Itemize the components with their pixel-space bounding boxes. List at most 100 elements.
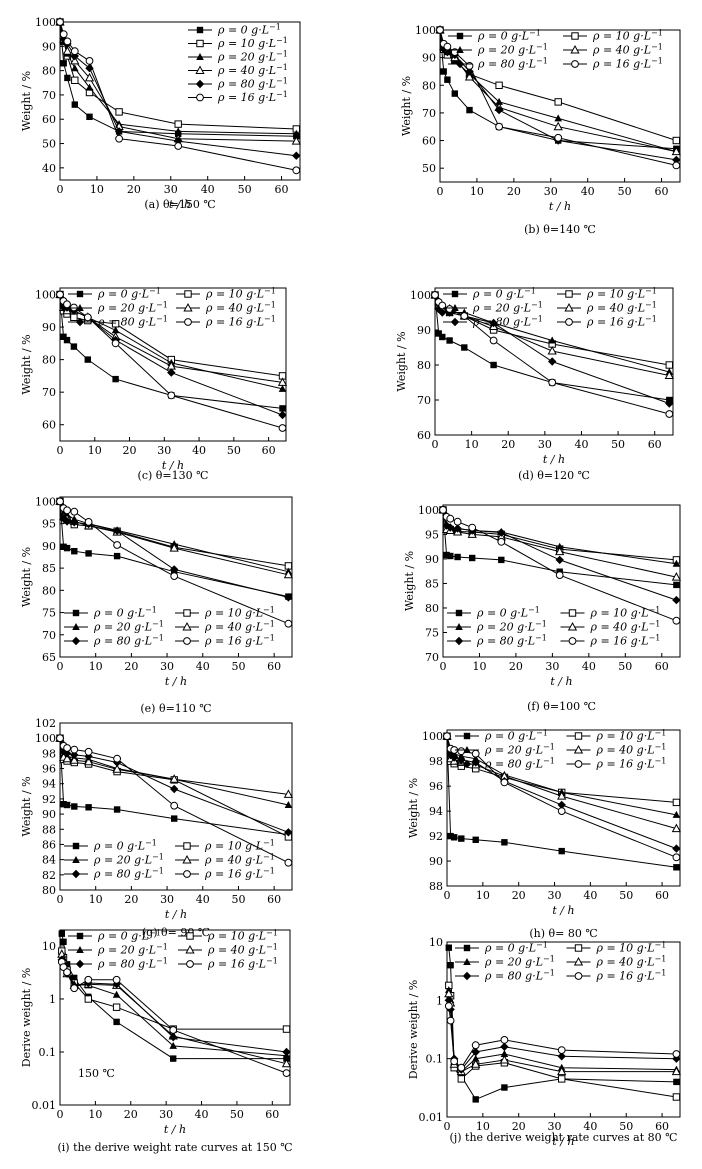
data-point [60,938,67,945]
x-tick-label: 50 [618,660,632,673]
legend-label: ρ = 0 g·L−1 [97,287,161,301]
data-point [278,410,287,420]
y-tick-label: 96 [42,763,56,776]
y-tick-label: 84 [42,854,56,867]
series-5 [436,26,681,170]
legend-label: ρ = 40 g·L−1 [204,620,275,634]
legend-marker [456,32,464,40]
legend-marker [574,944,583,952]
x-tick-label: 20 [512,889,526,902]
legend-item: ρ = 16 g·L−1 [175,867,275,881]
legend-item: ρ = 10 g·L−1 [560,606,660,620]
legend-marker [71,869,81,879]
legend-label: ρ = 0 g·L−1 [93,839,157,853]
data-point [548,357,557,366]
data-point [558,1075,566,1083]
series-0 [443,733,680,871]
data-point [490,361,497,369]
legend-item: ρ = 10 g·L−1 [175,839,275,853]
data-point [469,554,476,562]
x-tick-label: 50 [618,185,632,198]
legend-item: ρ = 80 g·L−1 [188,77,288,91]
legend-marker [565,318,573,326]
legend-label: ρ = 20 g·L−1 [97,943,168,957]
legend-marker [196,93,204,102]
data-point [472,1096,479,1103]
data-point [170,1055,177,1062]
y-tick-label: 98 [42,747,56,760]
y-tick-label: 95 [42,518,56,531]
data-point [174,142,183,150]
legend-item: ρ = 0 g·L−1 [68,929,161,943]
data-point [113,1018,120,1026]
legend-label: ρ = 40 g·L−1 [596,955,667,969]
data-point [554,98,562,106]
data-point [466,106,473,114]
legend-item: ρ = 16 g·L−1 [557,315,657,329]
y-tick-label: 90 [42,540,56,553]
y-tick-label: 90 [42,321,56,334]
legend-label: ρ = 40 g·L−1 [204,853,275,867]
data-point [673,1078,680,1086]
legend-item: ρ = 0 g·L−1 [188,23,281,37]
legend-label: ρ = 40 g·L−1 [207,943,278,957]
y-tick-label: 1 [49,993,56,1006]
y-tick-label: 96 [429,780,443,793]
legend-item: ρ = 16 g·L−1 [566,969,667,983]
x-axis-label: t / h [543,453,565,466]
legend-marker [568,609,577,617]
data-point [56,734,64,743]
x-axis-label: t / h [169,198,191,211]
data-point [472,836,479,843]
data-point [547,346,557,355]
legend-label: ρ = 20 g·L−1 [472,301,543,315]
legend-item: ρ = 40 g·L−1 [560,620,660,634]
y-tick-label: 90 [429,855,443,868]
data-point [63,968,71,977]
x-tick-label: 10 [472,660,486,673]
legend: ρ = 0 g·L−1 ρ = 10 g·L−1 ρ = 20 g·L−1 ρ = 4… [68,287,276,329]
legend: ρ = 0 g·L−1 ρ = 10 g·L−1 ρ = 20 g·L−1 ρ = 4… [447,606,660,648]
legend-item: ρ = 80 g·L−1 [68,957,168,971]
y-tick-label: 85 [42,562,56,575]
x-tick-label: 0 [57,1108,64,1121]
data-point [498,556,505,564]
data-point [171,815,178,822]
legend-label: ρ = 40 g·L−1 [217,63,288,77]
legend-marker [71,636,81,646]
x-tick-label: 40 [583,1120,597,1133]
legend-item: ρ = 40 g·L−1 [557,301,657,315]
legend: ρ = 0 g·L−1 ρ = 10 g·L−1 ρ = 20 g·L−1 ρ = 4… [455,941,666,983]
x-tick-label: 60 [265,1108,279,1121]
x-tick-label: 60 [267,660,281,673]
data-point [170,572,179,580]
y-tick-label: 0.01 [419,1111,444,1124]
x-tick-label: 20 [124,1108,138,1121]
data-point [447,962,454,969]
y-tick-label: 0.01 [32,1099,57,1112]
x-tick-label: 40 [196,660,210,673]
legend-item: ρ = 40 g·L−1 [178,943,278,957]
x-tick-label: 60 [267,893,281,906]
legend-label: ρ = 16 g·L−1 [207,957,278,971]
panel-caption: (i) the derive weight rate curves at 150… [57,1141,292,1154]
x-tick-label: 10 [90,183,104,196]
y-tick-label: 90 [417,324,431,337]
legend-marker [183,609,191,617]
x-tick-label: 0 [57,183,64,196]
y-tick-label: 70 [425,651,439,664]
y-tick-label: 92 [42,793,56,806]
legend-marker [565,290,573,298]
y-tick-label: 100 [418,504,439,517]
data-point [454,553,461,561]
legend: ρ = 0 g·L−1 ρ = 10 g·L−1 ρ = 20 g·L−1 ρ = 4… [64,839,275,881]
legend-label: ρ = 16 g·L−1 [596,969,667,983]
data-point [84,518,93,526]
data-point [494,105,504,115]
legend-label: ρ = 0 g·L−1 [93,606,157,620]
x-tick-label: 20 [501,438,515,451]
data-point [446,337,453,344]
data-point [112,375,119,383]
series-3 [444,989,681,1076]
legend-marker [451,290,459,298]
